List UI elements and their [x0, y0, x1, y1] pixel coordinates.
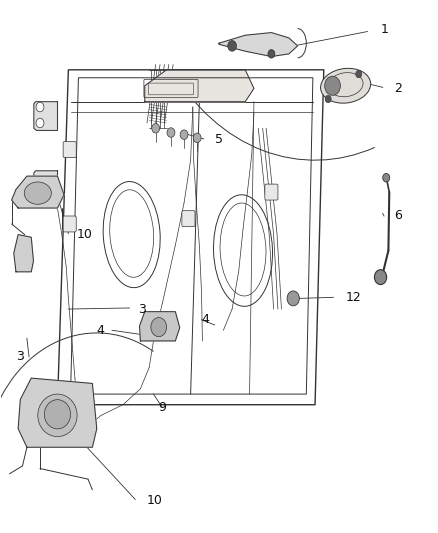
Circle shape: [36, 118, 44, 128]
Circle shape: [152, 124, 159, 133]
Text: 5: 5: [215, 133, 223, 147]
Polygon shape: [145, 70, 254, 102]
Polygon shape: [18, 378, 97, 447]
Ellipse shape: [44, 400, 71, 429]
Polygon shape: [219, 33, 297, 56]
Circle shape: [35, 182, 44, 193]
Text: 3: 3: [138, 303, 146, 316]
FancyBboxPatch shape: [63, 216, 76, 232]
Ellipse shape: [24, 182, 51, 204]
Circle shape: [325, 76, 340, 95]
Polygon shape: [140, 312, 180, 341]
Text: 3: 3: [16, 350, 24, 364]
FancyBboxPatch shape: [265, 184, 278, 200]
Ellipse shape: [321, 68, 371, 103]
Text: 2: 2: [394, 82, 402, 95]
Circle shape: [36, 102, 44, 112]
Circle shape: [287, 291, 299, 306]
Text: 10: 10: [77, 228, 93, 241]
Circle shape: [151, 318, 166, 337]
Circle shape: [383, 173, 390, 182]
Polygon shape: [14, 235, 33, 272]
Circle shape: [180, 130, 188, 140]
Ellipse shape: [38, 394, 77, 437]
Circle shape: [356, 70, 362, 78]
Polygon shape: [34, 171, 57, 206]
Circle shape: [374, 270, 387, 285]
Text: 12: 12: [346, 291, 361, 304]
Text: 9: 9: [158, 401, 166, 414]
Circle shape: [167, 128, 175, 138]
Text: 4: 4: [201, 313, 209, 326]
Text: 6: 6: [394, 209, 402, 222]
Polygon shape: [12, 176, 64, 208]
Circle shape: [325, 95, 331, 103]
Circle shape: [193, 133, 201, 143]
Text: 1: 1: [381, 23, 389, 36]
FancyBboxPatch shape: [182, 211, 195, 227]
FancyBboxPatch shape: [63, 142, 76, 158]
Text: 10: 10: [147, 494, 163, 507]
Circle shape: [268, 50, 275, 58]
Circle shape: [228, 41, 237, 51]
Text: 4: 4: [97, 324, 105, 337]
Polygon shape: [34, 102, 57, 131]
